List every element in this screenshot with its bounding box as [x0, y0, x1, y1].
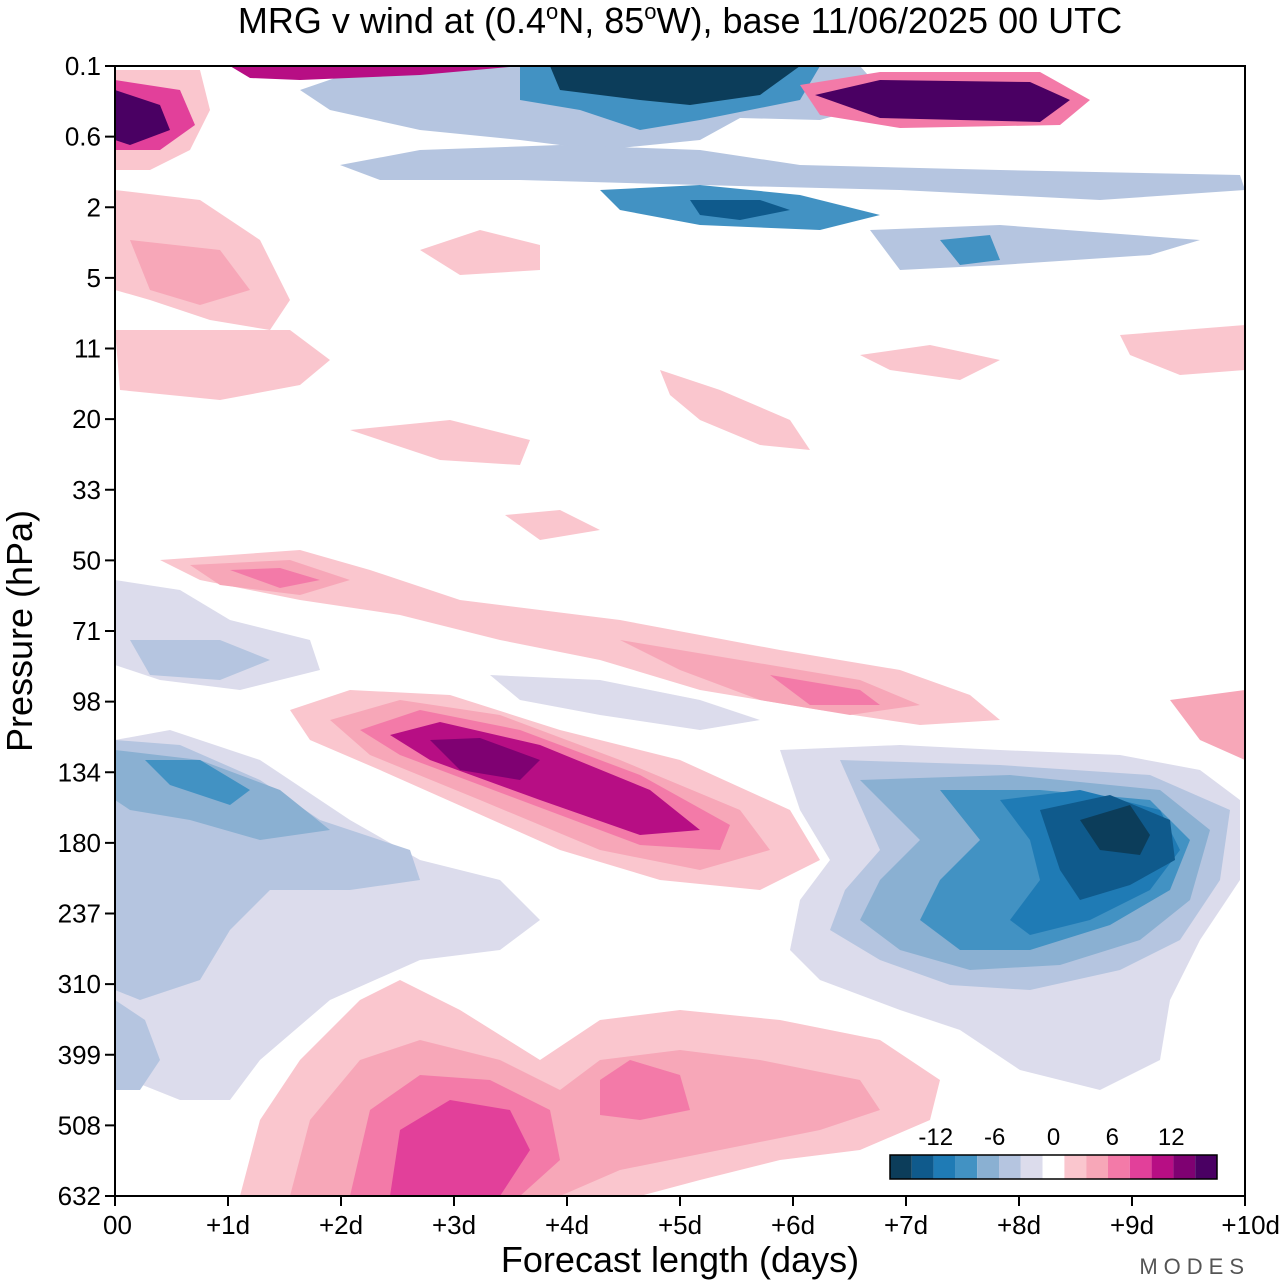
y-tick-label: 310	[58, 969, 101, 999]
contour-pos-lower-5	[390, 1100, 530, 1196]
y-tick-label: 98	[72, 687, 101, 717]
x-tick-label: +10d	[1221, 1210, 1280, 1240]
colorbar-swatch	[1129, 1155, 1152, 1179]
y-tick-label: 508	[58, 1110, 101, 1140]
colorbar-label: 12	[1158, 1124, 1185, 1151]
colorbar-swatch	[1020, 1155, 1043, 1179]
y-tick-label: 180	[58, 828, 101, 858]
y-tick-label: 11	[74, 334, 101, 364]
contour-pos-lower-4	[600, 1060, 690, 1120]
contour-pos-meso-2	[815, 80, 1070, 122]
contour-neg-lower-left	[115, 1000, 160, 1090]
colorbar-swatch	[977, 1155, 999, 1179]
colorbar-swatch	[1195, 1155, 1217, 1179]
contour-field	[115, 66, 1245, 1196]
y-tick-label: 33	[72, 475, 101, 505]
x-tick-label: +2d	[319, 1210, 363, 1240]
colorbar: -12 -6 0 6 12	[889, 1124, 1218, 1180]
x-tick-label: 00	[103, 1210, 132, 1240]
degree-sign: o	[546, 0, 558, 24]
colorbar-swatch	[1108, 1155, 1130, 1179]
x-tick-label: +6d	[771, 1210, 815, 1240]
colorbar-swatch	[890, 1155, 912, 1179]
y-tick-label: 71	[72, 616, 101, 646]
colorbar-swatch	[1086, 1155, 1108, 1179]
y-axis-label: Pressure (hPa)	[0, 510, 40, 752]
x-tick-label: +9d	[1110, 1210, 1154, 1240]
contour-neg-band-4	[870, 225, 1200, 270]
y-tick-label: 20	[72, 404, 101, 434]
colorbar-swatch	[1173, 1155, 1196, 1179]
colorbar-label: -12	[918, 1124, 953, 1151]
y-tick-label: 0.1	[65, 51, 101, 81]
y-tick-label: 134	[58, 757, 101, 787]
contour-pos-11hpa-right	[860, 345, 1000, 380]
x-tick-label: +7d	[884, 1210, 928, 1240]
colorbar-swatch	[999, 1155, 1021, 1179]
colorbar-swatch	[955, 1155, 978, 1179]
contour-pos-33hpa	[505, 510, 600, 540]
contour-neg-band-5	[940, 235, 1000, 265]
y-tick-label: 632	[58, 1181, 101, 1211]
chart-title-part: N, 85	[558, 0, 644, 41]
contour-pos-50-71-band-3	[230, 568, 320, 588]
colorbar-swatch	[1042, 1155, 1065, 1179]
contour-pos-uppertrop-5	[430, 738, 540, 780]
y-tick-label: 2	[87, 192, 101, 222]
colorbar-label: 6	[1106, 1124, 1119, 1151]
colorbar-label: -6	[984, 1124, 1005, 1151]
y-tick-label: 237	[58, 899, 101, 929]
contour-pos-strat-left-2	[130, 240, 250, 305]
colorbar-frame	[889, 1154, 1218, 1180]
contour-pos-98-b	[770, 675, 880, 705]
y-tick-label: 5	[87, 263, 101, 293]
contour-pos-5hpa	[420, 230, 540, 275]
contour-pos-11hpa	[115, 330, 330, 400]
contour-neg-71-left-2	[130, 640, 270, 680]
contour-neg-uppertrop-left-4	[145, 760, 250, 805]
y-axis-ticks: 0.1 0.6 2 5 11 20 33 50 71 98 134 180 237 310 399 508 63…	[58, 51, 115, 1211]
x-tick-label: +4d	[545, 1210, 589, 1240]
colorbar-swatch	[1151, 1155, 1174, 1179]
y-tick-label: 50	[72, 545, 101, 575]
colorbar-label: 0	[1047, 1124, 1060, 1151]
contour-pos-top-left-3	[115, 90, 170, 145]
x-tick-label: +3d	[432, 1210, 476, 1240]
contour-neg-band-1	[340, 145, 1245, 200]
contour-pos-11hpa-far	[1120, 325, 1245, 375]
x-tick-label: +1d	[206, 1210, 250, 1240]
contour-neg-top-3	[550, 66, 800, 105]
colorbar-swatch	[933, 1155, 956, 1179]
y-tick-label: 399	[58, 1040, 101, 1070]
modes-logo: MODES	[1139, 1254, 1250, 1279]
colorbar-swatch	[1064, 1155, 1087, 1179]
chart-title-part: W), base 11/06/2025 00 UTC	[657, 0, 1123, 41]
contour-neg-98	[490, 675, 760, 730]
colorbar-labels: -12 -6 0 6 12	[918, 1124, 1184, 1151]
x-axis-label: Forecast length (days)	[501, 1239, 859, 1280]
contour-pos-98-right	[1170, 690, 1245, 760]
y-tick-label: 0.6	[65, 122, 101, 152]
chart-title-part: MRG v wind at (0.4	[238, 0, 546, 41]
chart-title: MRG v wind at (0.4oN, 85oW), base 11/06/…	[238, 0, 1122, 41]
colorbar-swatch	[911, 1155, 934, 1179]
contour-neg-uppertrop-right-7	[1080, 805, 1150, 855]
contour-pos-top-strip	[230, 66, 520, 80]
contour-neg-band-3	[690, 200, 790, 220]
x-tick-label: +5d	[658, 1210, 702, 1240]
contour-pos-20hpa	[660, 370, 810, 450]
contour-pos-20hpa-b	[350, 420, 530, 465]
x-tick-label: +8d	[997, 1210, 1041, 1240]
colorbar-swatches	[889, 1154, 1218, 1180]
degree-sign: o	[644, 0, 656, 24]
x-axis-ticks: 00 +1d +2d +3d +4d +5d +6d +7d +8d +9d +10d	[103, 1196, 1280, 1240]
